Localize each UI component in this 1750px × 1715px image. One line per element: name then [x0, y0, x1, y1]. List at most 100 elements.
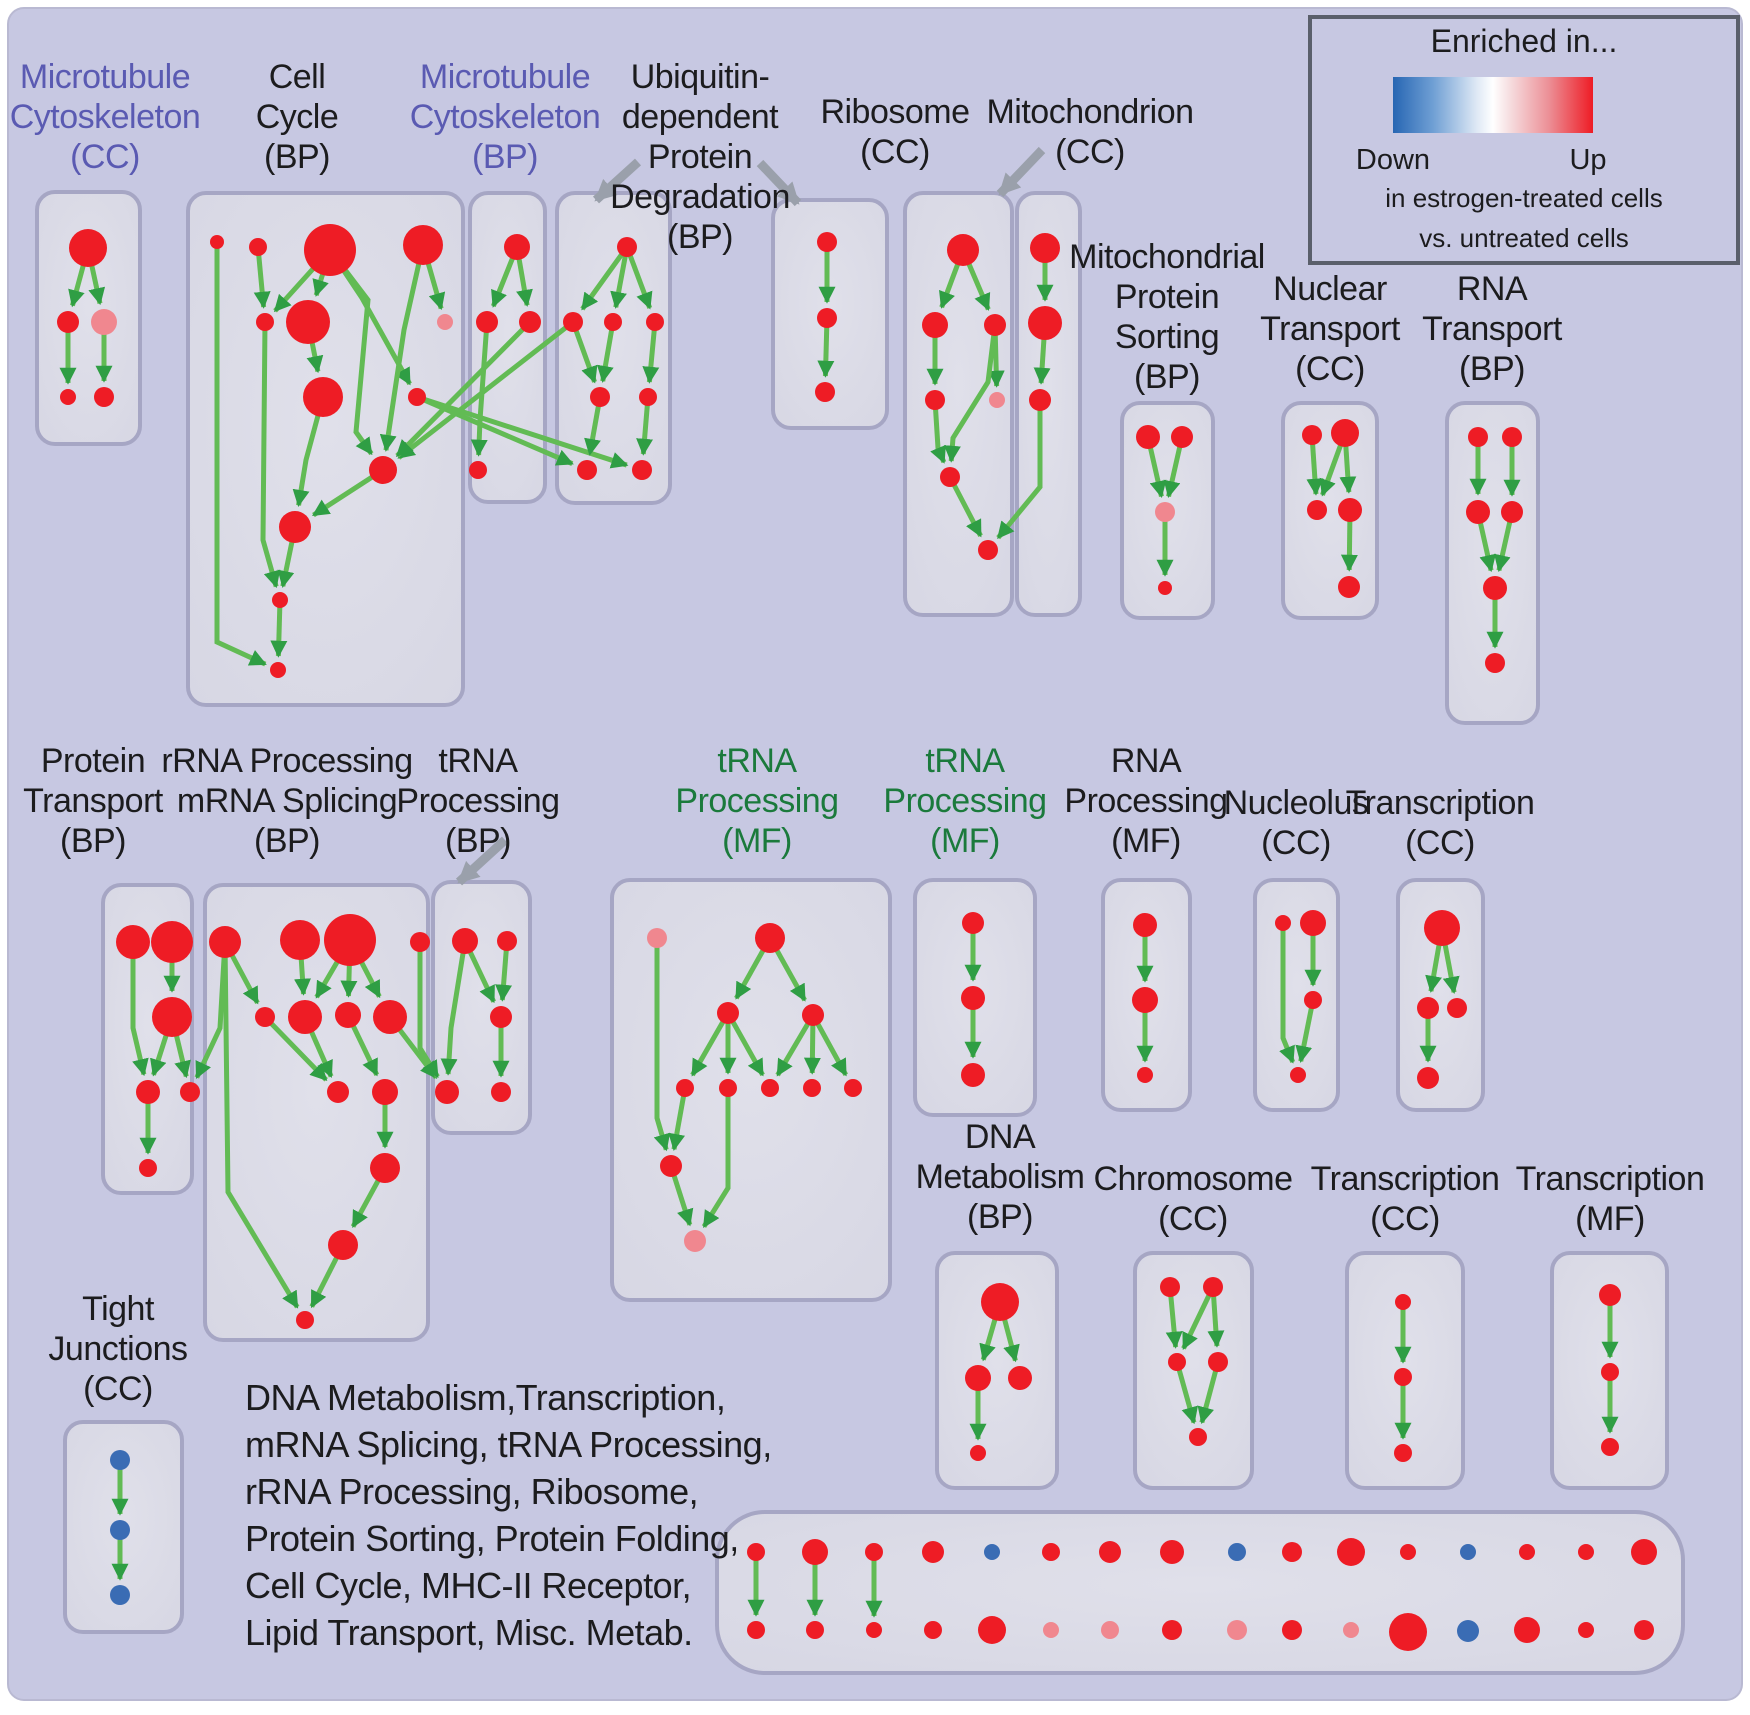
go-term-node-tb.q — [497, 931, 517, 951]
go-term-node-w6b — [1043, 1622, 1059, 1638]
cluster-label-nucleolus-cc-line-1: Nucleolus — [1224, 784, 1369, 822]
go-term-node-ub2.c — [815, 382, 835, 402]
label-pointer-arrow-1 — [592, 158, 642, 204]
go-term-node-rp.c — [1137, 1067, 1153, 1083]
merged-clusters-note-line-2: mRNA Splicing, tRNA Processing, — [245, 1424, 772, 1465]
go-term-node-pt.d — [136, 1080, 160, 1104]
go-term-node-nu.a — [1275, 915, 1291, 931]
go-term-node-tm.c — [1601, 1438, 1619, 1456]
go-term-node-rr.f — [288, 1000, 322, 1034]
cluster-box-rna-transport-bp — [1445, 401, 1540, 725]
go-term-node-rnt.e — [1483, 576, 1507, 600]
go-term-node-mtbp.b — [519, 311, 541, 333]
go-term-node-w8t — [1160, 1540, 1184, 1564]
merged-clusters-note-line-4: Protein Sorting, Protein Folding, — [245, 1518, 739, 1559]
go-term-node-dm.c — [1008, 1366, 1032, 1390]
go-term-node-w15b — [1578, 1622, 1594, 1638]
go-term-node-rib.a — [922, 312, 948, 338]
cluster-label-cell-cycle-bp-line-2: Cycle — [256, 98, 339, 136]
cluster-label-trna-processing-mf-1-line-2: Processing — [675, 782, 838, 820]
go-term-node-rib.top — [947, 234, 979, 266]
go-term-node-nu.b — [1300, 910, 1326, 936]
go-term-node-w5b — [978, 1616, 1006, 1644]
go-term-node-cc.m3 — [286, 300, 330, 344]
go-term-node-w16b — [1634, 1620, 1654, 1640]
go-term-node-mtcc.d — [60, 389, 76, 405]
cluster-box-rrna-processing-mrna-splicing-bp — [203, 883, 430, 1342]
cluster-label-rrna-processing-mrna-splicing-bp-line-1: rRNA Processing — [161, 742, 412, 780]
edge-arrow-rib.c-to-rib.mid — [930, 399, 947, 464]
edge-arrow-ub1.top-to-ub1.c — [624, 246, 653, 310]
cluster-label-mitochondrion-cc-line-1: Mitochondrion — [986, 93, 1193, 131]
go-term-node-m1.low — [660, 1155, 682, 1177]
legend-box — [1308, 15, 1740, 265]
edge-arrow-m1.a-to-m1.c1 — [690, 1011, 731, 1077]
cluster-label-ubiquitin-dependent-protein-degradation-bp-line-3: Protein — [648, 138, 752, 176]
edge-arrow-cc.l4-to-cc.l6 — [292, 396, 326, 507]
go-term-node-w4b — [924, 1621, 942, 1639]
go-term-node-ch.c — [1168, 1353, 1186, 1371]
edge-arrow-ch.b-to-ch.c — [1181, 1285, 1216, 1351]
edge-arrow-ub1.e-to-ub1.g — [636, 396, 654, 456]
legend: Enriched in... Down Up in estrogen-treat… — [1308, 15, 1740, 265]
go-term-node-mit.b — [1028, 306, 1062, 340]
edge-arrow-ch.c-to-ch.e — [1174, 1361, 1199, 1425]
go-term-node-rp.b — [1132, 987, 1158, 1013]
go-term-node-w15t — [1578, 1544, 1594, 1560]
go-term-node-tm.b — [1601, 1363, 1619, 1381]
go-term-node-rnt.d — [1501, 501, 1523, 523]
go-term-node-tj.b — [110, 1520, 130, 1540]
cluster-label-dna-metabolism-bp-line-2: Metabolism — [916, 1158, 1085, 1196]
edge-arrow-nu.a-to-nu.d — [1279, 923, 1296, 1064]
go-term-node-ub1.a — [563, 312, 583, 332]
merged-clusters-note-line-1: DNA Metabolism,Transcription, — [245, 1377, 725, 1418]
go-term-node-rnt.f — [1485, 653, 1505, 673]
go-term-node-mps.a — [1136, 425, 1160, 449]
go-term-node-m2.a — [962, 912, 984, 934]
go-term-node-w11t — [1337, 1538, 1365, 1566]
cluster-label-tight-junctions-cc-line-3: (CC) — [83, 1370, 153, 1408]
go-term-node-nu.c — [1304, 991, 1322, 1009]
go-term-node-tc2.c — [1447, 998, 1467, 1018]
go-term-node-m1.c4 — [803, 1079, 821, 1097]
go-term-node-rr.b — [280, 920, 320, 960]
go-term-node-mps.c — [1155, 502, 1175, 522]
cluster-label-mitochondrial-protein-sorting-bp-line-1: Mitochondrial — [1069, 238, 1265, 276]
cluster-label-tight-junctions-cc-line-2: Junctions — [48, 1330, 187, 1368]
go-term-node-nut.c — [1307, 500, 1327, 520]
cluster-label-chromosome-cc-line-1: Chromosome — [1093, 1160, 1292, 1198]
go-term-node-rp.a — [1133, 913, 1157, 937]
go-term-node-ch.a — [1160, 1277, 1180, 1297]
label-pointer-arrow-2 — [756, 159, 802, 207]
legend-caption-line2: vs. untreated cells — [1419, 223, 1629, 253]
cluster-box-dna-metabolism-bp — [935, 1251, 1059, 1490]
go-term-node-tb.t — [491, 1082, 511, 1102]
go-term-node-rib.p — [989, 392, 1005, 408]
go-term-node-pt.a — [116, 925, 150, 959]
cluster-label-ribosome-cc-line-2: (CC) — [860, 133, 930, 171]
go-term-node-nut.a — [1302, 425, 1322, 445]
go-term-node-cc.mid5 — [369, 456, 397, 484]
edge-arrow-ch.d-to-ch.e — [1197, 1361, 1221, 1425]
cluster-label-rna-transport-bp-line-2: Transport — [1422, 310, 1563, 348]
cluster-box-chromosome-cc — [1133, 1251, 1254, 1490]
go-term-node-mit.c — [1029, 389, 1051, 411]
go-term-node-tc2.d — [1417, 1067, 1439, 1089]
go-term-node-tc3.a — [1395, 1294, 1411, 1310]
go-term-node-nut.b — [1331, 419, 1359, 447]
cluster-label-nucleolus-cc-line-2: (CC) — [1261, 824, 1331, 862]
cluster-label-transcription-cc-row3-line-1: Transcription — [1311, 1160, 1500, 1198]
cluster-label-trna-processing-bp-line-2: Processing — [396, 782, 559, 820]
edge-arrow-rib.b-to-rib.mid — [943, 324, 998, 463]
go-term-node-cc.big — [304, 224, 356, 276]
cluster-label-rrna-processing-mrna-splicing-bp-line-2: mRNA Splicing — [177, 782, 397, 820]
go-term-node-w8b — [1162, 1620, 1182, 1640]
go-term-node-rnt.c — [1466, 500, 1490, 524]
go-term-node-rr.j — [372, 1079, 398, 1105]
go-term-node-mtcc.e — [94, 387, 114, 407]
go-term-node-rr.e — [255, 1007, 275, 1027]
go-term-node-nut.d — [1338, 498, 1362, 522]
go-term-node-rr.l — [370, 1153, 400, 1183]
cluster-label-rna-transport-bp-line-1: RNA — [1457, 270, 1528, 308]
cluster-label-microtubule-cytoskeleton-bp-line-3: (BP) — [472, 138, 538, 176]
